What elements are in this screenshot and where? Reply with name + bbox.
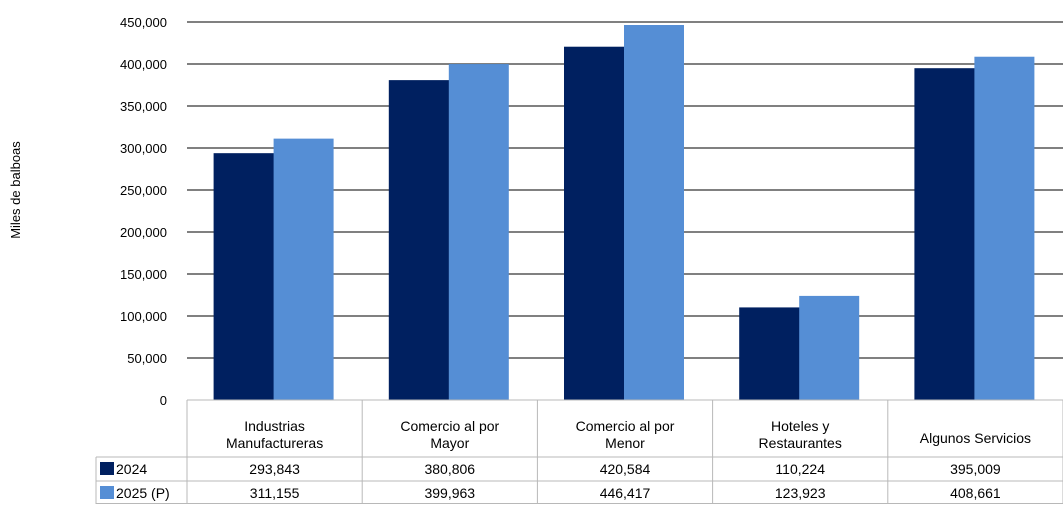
y-tick-label: 300,000 bbox=[120, 141, 167, 156]
category-label: Algunos Servicios bbox=[920, 430, 1031, 446]
data-value-label: 446,417 bbox=[600, 485, 651, 501]
category-label: Restaurantes bbox=[759, 435, 842, 451]
data-value-label: 311,155 bbox=[250, 485, 300, 501]
bar-series-2 bbox=[974, 56, 1035, 400]
data-value-label: 110,224 bbox=[775, 461, 825, 477]
legend-swatch bbox=[100, 462, 114, 475]
bar-series-2 bbox=[799, 295, 860, 400]
bar-series-1 bbox=[739, 307, 801, 400]
y-tick-label: 450,000 bbox=[120, 15, 167, 30]
category-label: Menor bbox=[605, 435, 645, 451]
y-tick-label: 250,000 bbox=[120, 183, 167, 198]
bar-series-1 bbox=[213, 153, 275, 400]
data-value-label: 420,584 bbox=[600, 461, 651, 477]
bar-series-1 bbox=[914, 68, 976, 400]
data-value-label: 293,843 bbox=[249, 461, 300, 477]
category-label: Comercio al por bbox=[576, 418, 675, 434]
data-value-label: 380,806 bbox=[424, 461, 475, 477]
category-label: Mayor bbox=[430, 435, 469, 451]
legend-label: 2025 (P) bbox=[116, 485, 170, 501]
bar-series-1 bbox=[564, 46, 625, 400]
category-label: Comercio al por bbox=[400, 418, 499, 434]
bar-series-2 bbox=[624, 25, 684, 401]
y-axis-label: Miles de balboas bbox=[8, 141, 23, 239]
y-tick-label: 200,000 bbox=[120, 225, 167, 240]
bar-series-2 bbox=[448, 64, 509, 401]
legend-swatch bbox=[100, 486, 114, 499]
bar-series-2 bbox=[273, 138, 334, 400]
category-label: Industrias bbox=[244, 418, 305, 434]
category-label: Manufactureras bbox=[226, 435, 323, 451]
bars bbox=[213, 25, 1035, 401]
y-tick-label: 0 bbox=[160, 393, 167, 408]
y-tick-label: 150,000 bbox=[120, 267, 167, 282]
y-tick-label: 350,000 bbox=[120, 99, 167, 114]
y-tick-label: 400,000 bbox=[120, 57, 167, 72]
data-value-label: 123,923 bbox=[775, 485, 826, 501]
y-tick-label: 50,000 bbox=[127, 351, 167, 366]
data-value-label: 408,661 bbox=[950, 485, 1001, 501]
y-tick-label: 100,000 bbox=[120, 309, 167, 324]
category-label: Hoteles y bbox=[771, 418, 829, 434]
legend-label: 2024 bbox=[116, 461, 147, 477]
data-value-label: 399,963 bbox=[424, 485, 475, 501]
y-axis-ticks: 0 50,000 100,000 150,000 200,000 250,000 300,0… bbox=[120, 15, 167, 408]
bar-series-1 bbox=[388, 80, 450, 401]
data-value-label: 395,009 bbox=[950, 461, 1001, 477]
